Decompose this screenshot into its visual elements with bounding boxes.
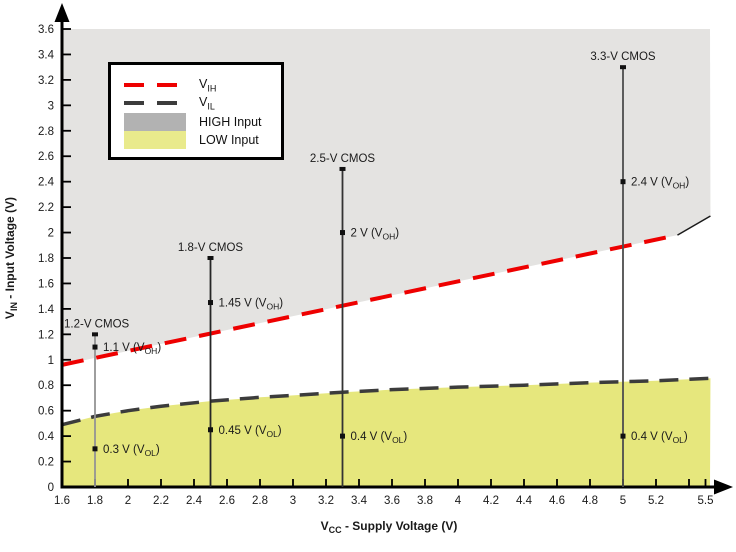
legend-label: HIGH Input <box>199 114 262 129</box>
vol-label: 0.3 V (VOL) <box>103 444 160 458</box>
y-tick-label: 0.6 <box>38 406 54 418</box>
y-axis-title: VIN - Input Voltage (V) <box>3 197 19 319</box>
vol-marker <box>340 433 345 439</box>
y-tick-label: 0.2 <box>38 457 54 469</box>
voh-marker <box>620 179 626 185</box>
vol-label: 0.45 V (VOL) <box>219 425 282 439</box>
x-axis-title: VCC - Supply Voltage (V) <box>321 519 458 535</box>
x-tick-label: 2.4 <box>186 495 203 507</box>
voh-marker <box>340 230 345 236</box>
x-tick-label: 2.2 <box>153 495 169 507</box>
y-tick-label: 1.4 <box>38 304 55 316</box>
x-axis-arrow <box>714 479 733 495</box>
cmos-column-title: 2.5-V CMOS <box>310 153 376 165</box>
legend-fill-swatch <box>124 112 186 131</box>
voh-marker <box>92 344 98 350</box>
y-tick-label: 3.6 <box>38 24 54 36</box>
x-tick-label: 5.2 <box>648 495 664 507</box>
legend-item: HIGH Input <box>124 112 273 131</box>
legend-dash-swatch <box>124 83 186 87</box>
region-low-input <box>62 378 711 487</box>
legend-label: VIL <box>199 95 215 112</box>
y-tick-label: 2.6 <box>38 151 54 163</box>
x-tick-label: 3.4 <box>351 495 368 507</box>
y-tick-label: 1 <box>48 355 54 367</box>
cmos-column-title: 1.2-V CMOS <box>64 318 130 330</box>
y-tick-label: 2.2 <box>38 202 54 214</box>
vol-marker <box>208 427 213 433</box>
legend-item: VIH <box>124 76 273 94</box>
legend-item: VIL <box>124 94 273 112</box>
y-tick-label: 0.4 <box>38 431 55 443</box>
x-tick-label: 1.6 <box>54 495 70 507</box>
voh-label: 1.1 V (VOH) <box>103 342 161 356</box>
y-tick-label: 2.8 <box>38 126 54 138</box>
vol-marker <box>92 446 98 452</box>
y-tick-label: 0.8 <box>38 380 54 392</box>
x-tick-label: 4.8 <box>582 495 598 507</box>
cmos-column-title: 3.3-V CMOS <box>590 51 656 63</box>
y-tick-label: 3.4 <box>38 49 55 61</box>
cmos-column-top-cap <box>620 65 626 70</box>
legend-dash-swatch <box>124 101 186 106</box>
vil-line <box>61 376 711 427</box>
cmos-column-top-cap <box>207 256 214 261</box>
vol-marker <box>620 433 626 439</box>
x-tick-label: 4.6 <box>549 495 565 507</box>
voh-label: 2.4 V (VOH) <box>631 177 689 191</box>
x-tick-label: 3.8 <box>417 495 433 507</box>
x-tick-label: 4.4 <box>516 495 533 507</box>
voh-label: 2 V (VOH) <box>351 228 400 242</box>
x-tick-label: 4.2 <box>483 495 499 507</box>
y-tick-label: 1.8 <box>38 253 54 265</box>
x-tick-label: 3.2 <box>318 495 334 507</box>
y-axis-arrow <box>54 3 70 22</box>
x-tick-label: 3 <box>290 495 296 507</box>
x-tick-label: 5.5 <box>698 495 714 507</box>
voh-marker <box>208 300 213 306</box>
y-tick-label: 1.6 <box>38 278 54 290</box>
cmos-column-title: 1.8-V CMOS <box>178 242 244 254</box>
x-tick-label: 2 <box>125 495 131 507</box>
cmos-column-top-cap <box>339 166 346 171</box>
legend-label: LOW Input <box>199 132 259 147</box>
y-tick-label: 3.2 <box>38 75 54 87</box>
legend-item: LOW Input <box>124 130 273 149</box>
x-tick-label: 4 <box>455 495 462 507</box>
y-tick-label: 3 <box>48 100 54 112</box>
y-tick-label: 2 <box>48 228 54 240</box>
x-tick-label: 1.8 <box>87 495 103 507</box>
legend-fill-swatch <box>124 130 186 149</box>
voh-label: 1.45 V (VOH) <box>219 298 284 312</box>
vol-label: 0.4 V (VOL) <box>631 431 688 445</box>
x-tick-label: 5 <box>620 495 626 507</box>
legend: VIH VIL HIGH Input LOW Input <box>108 62 284 160</box>
y-tick-label: 0 <box>48 482 54 494</box>
x-tick-label: 2.8 <box>252 495 268 507</box>
legend-label: VIH <box>199 76 217 94</box>
y-tick-label: 1.2 <box>38 329 54 341</box>
x-tick-label: 3.6 <box>384 495 400 507</box>
x-tick-label: 2.6 <box>219 495 235 507</box>
vih-region-edge-line <box>677 215 711 236</box>
vol-label: 0.4 V (VOL) <box>351 431 408 445</box>
cmos-column-top-cap <box>92 332 98 337</box>
y-tick-label: 2.4 <box>38 177 55 189</box>
